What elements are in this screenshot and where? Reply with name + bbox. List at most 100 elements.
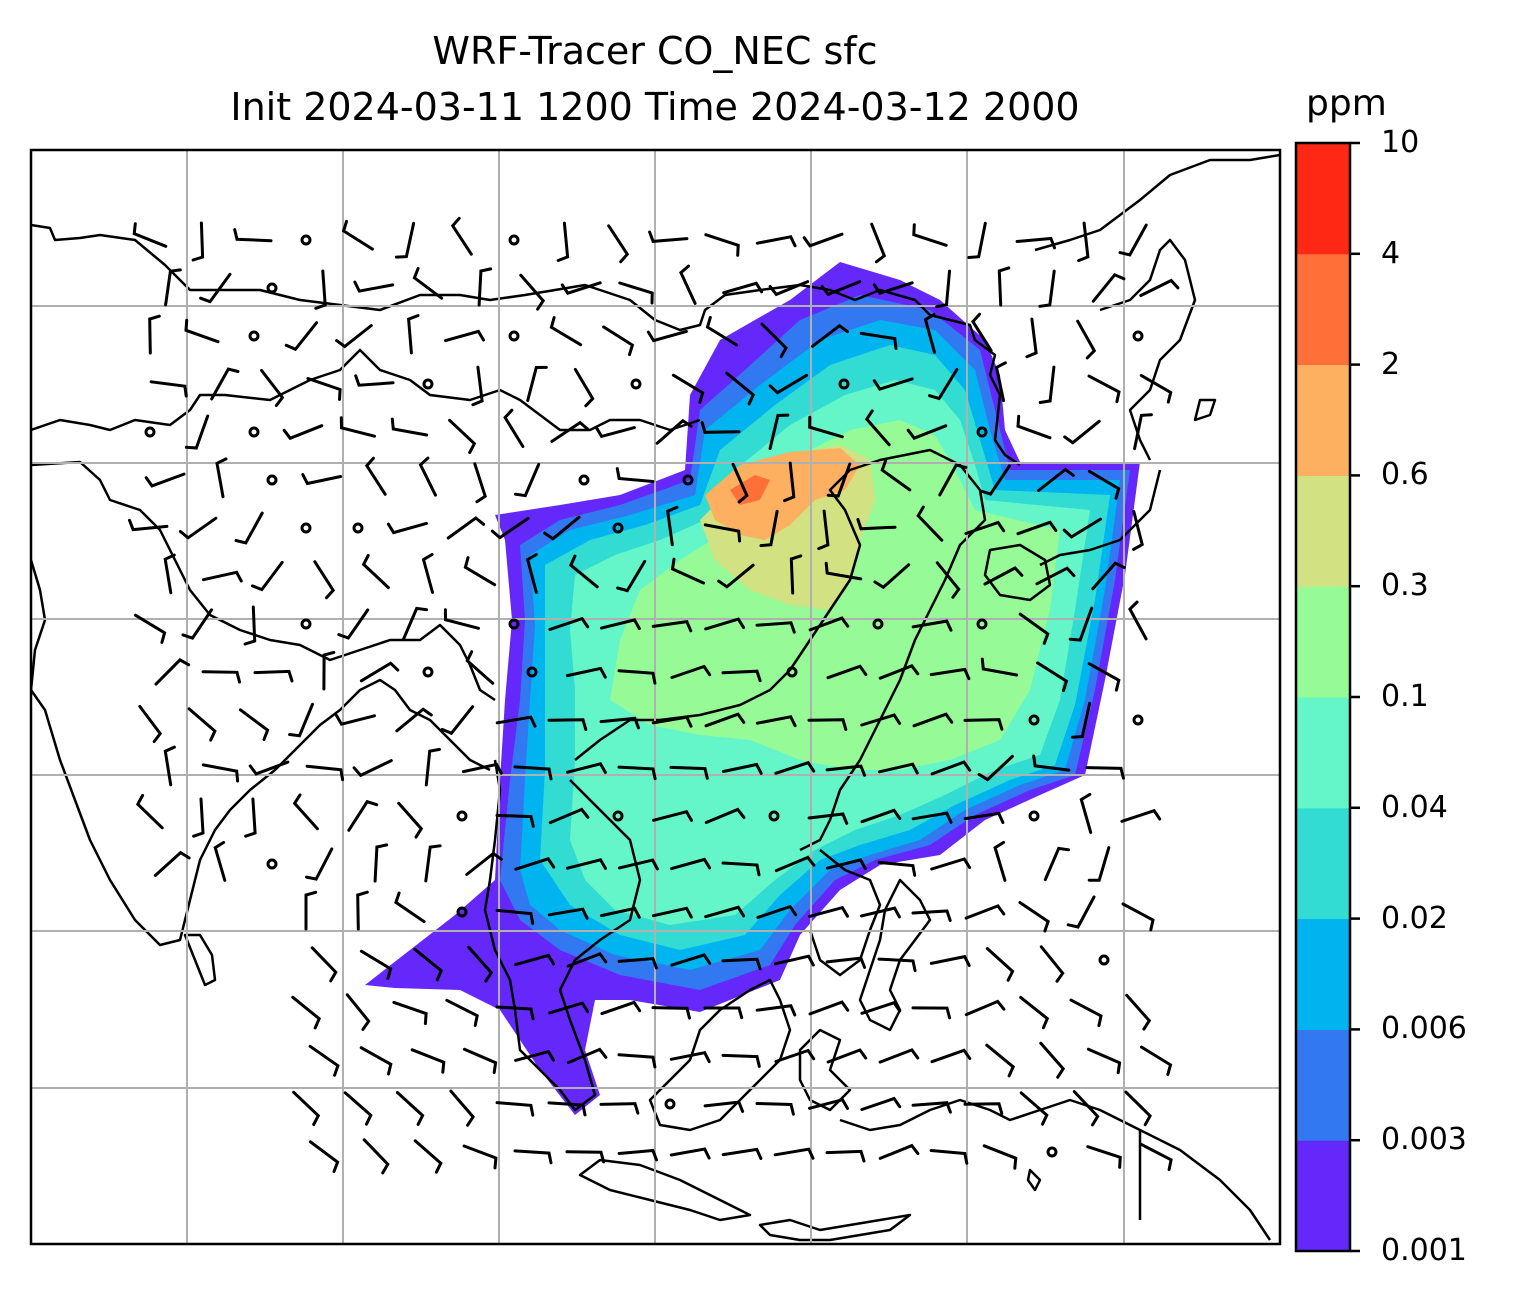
wind-barb: [335, 324, 373, 349]
wind-barb: [566, 952, 608, 968]
colorbar-segment: [1296, 586, 1350, 698]
wind-barb: [1036, 661, 1069, 693]
wind-barb: [215, 457, 228, 499]
wind-barb: [548, 616, 590, 631]
wind-barb: [773, 954, 815, 967]
wind-barb: [132, 222, 168, 248]
wind-barb: [599, 906, 641, 919]
wind-barb: [243, 605, 257, 646]
colorbar-tick-label: 0.02: [1381, 900, 1448, 936]
wind-barb: [448, 418, 477, 454]
wind-barb: [490, 516, 530, 540]
wind-barb: [985, 947, 1015, 982]
wind-barb: [963, 718, 1004, 731]
wind-barb: [599, 716, 640, 730]
calm-wind-marker: [266, 858, 278, 870]
wind-barb: [860, 713, 902, 727]
wind-barb: [967, 221, 987, 259]
wind-barb: [617, 858, 659, 871]
map-title-line-2: Init 2024-03-11 1200 Time 2024-03-12 200…: [230, 85, 1080, 129]
wind-barb: [911, 1101, 952, 1114]
wind-barb: [930, 760, 972, 776]
wind-barb: [859, 331, 898, 350]
colorbar-segment: [1296, 697, 1350, 809]
wind-barb: [760, 322, 788, 359]
colorbar-segment: [1296, 1029, 1350, 1141]
wind-barb: [548, 807, 590, 825]
wind-barb: [301, 473, 343, 486]
wind-barb: [395, 1091, 425, 1126]
wind-barb: [971, 312, 993, 352]
colorbar-tick-label: 0.3: [1381, 568, 1429, 604]
wind-barb: [164, 268, 182, 307]
wind-barb: [774, 855, 816, 873]
wind-barb: [341, 219, 374, 251]
map-title-line-1: WRF-Tracer CO_NEC sfc: [432, 29, 878, 73]
wind-barb: [651, 619, 693, 633]
wind-barb: [826, 1048, 868, 1064]
wind-barb: [443, 608, 480, 630]
wind-barb: [808, 415, 844, 439]
wind-barb: [860, 1000, 902, 1015]
wind-barb: [394, 221, 416, 259]
wind-barb: [465, 851, 503, 876]
wind-barb: [178, 516, 218, 540]
wind-barb: [373, 843, 389, 883]
wind-barb: [233, 228, 273, 243]
wind-barb: [993, 840, 1007, 882]
wind-barb: [407, 314, 420, 355]
wind-barb: [386, 521, 428, 535]
wind-barb: [911, 909, 952, 922]
wind-barb: [461, 762, 503, 775]
wind-barb: [600, 1000, 642, 1016]
wind-barb: [1079, 792, 1093, 834]
wind-barb: [789, 554, 803, 595]
wind-barb: [617, 1148, 658, 1162]
wind-barb: [859, 906, 901, 919]
wind-barb: [1019, 995, 1050, 1030]
colorbar-segment: [1296, 475, 1350, 587]
calm-wind-marker: [456, 906, 468, 918]
wind-barb: [980, 657, 1019, 677]
wind-barb: [756, 904, 798, 919]
wind-barb: [1070, 701, 1092, 739]
wind-barb: [282, 424, 324, 441]
wind-barb: [808, 1097, 849, 1110]
wind-barb: [184, 414, 210, 450]
wind-barb: [860, 1096, 902, 1111]
wind-barb: [392, 1000, 428, 1026]
wind-barb: [652, 809, 693, 822]
wind-barb: [148, 314, 161, 355]
wind-barb: [1016, 520, 1058, 536]
wind-barb: [128, 518, 169, 532]
wind-barb: [824, 561, 863, 581]
wind-barb: [144, 472, 186, 488]
wind-barb: [671, 373, 705, 404]
wind-barb: [1087, 662, 1121, 692]
wind-barb: [864, 409, 891, 447]
wind-barb: [704, 905, 746, 919]
calm-wind-marker: [1028, 810, 1040, 822]
wind-barb: [618, 281, 654, 305]
wind-barb: [600, 618, 641, 631]
wind-barb: [802, 232, 844, 248]
wind-barb: [1091, 272, 1126, 303]
wind-barb: [547, 1101, 587, 1117]
wind-barb: [566, 858, 607, 870]
wind-barb: [310, 946, 338, 983]
wind-barb: [929, 1149, 969, 1165]
wind-barb: [1039, 1041, 1066, 1079]
wind-barb: [704, 712, 746, 728]
wind-barb: [1038, 269, 1056, 308]
calm-wind-marker: [508, 234, 520, 246]
colorbar-segment: [1296, 918, 1350, 1030]
wind-barb: [565, 1150, 606, 1164]
wind-barb: [440, 705, 475, 736]
wind-barb: [935, 561, 961, 599]
wind-barb: [825, 764, 867, 777]
wind-barb: [964, 520, 1006, 535]
calm-wind-marker: [422, 666, 434, 678]
wind-barb: [599, 1102, 640, 1115]
wind-barb: [1139, 1142, 1173, 1172]
calm-wind-marker: [786, 666, 798, 678]
